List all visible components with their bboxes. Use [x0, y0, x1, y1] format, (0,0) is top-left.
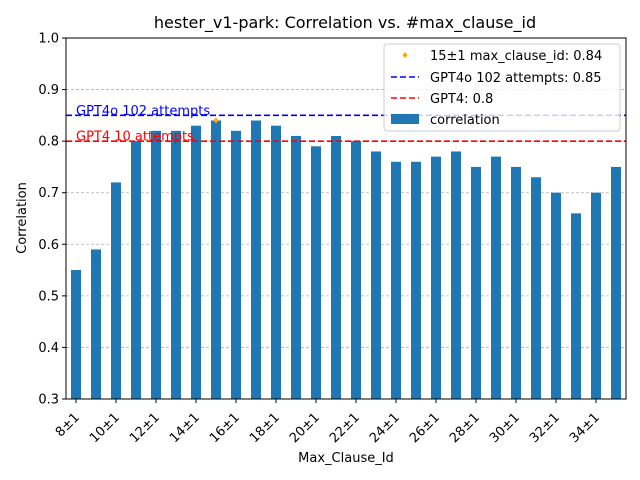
x-tick-label: 30±1 [487, 410, 523, 446]
bar [231, 130, 241, 400]
bar [251, 120, 261, 399]
bar [611, 166, 621, 399]
x-tick-label: 34±1 [567, 410, 603, 446]
legend-highlight-marker [402, 52, 408, 58]
x-axis: 8±1 10±1 12±1 14±1 16±1 18±1 20±1 22±1 24±1 26±1 2… [53, 399, 603, 446]
bar [491, 156, 501, 399]
bar [351, 141, 361, 399]
bar [591, 192, 601, 399]
highlight-group [213, 117, 219, 124]
x-tick-label: 28±1 [447, 410, 483, 446]
y-tick-label: 0.5 [38, 289, 59, 304]
bar [151, 130, 161, 400]
legend-box [383, 43, 621, 132]
bar [291, 135, 301, 399]
bar [391, 161, 401, 399]
x-tick-label: 14±1 [167, 410, 203, 446]
x-tick-label: 26±1 [407, 410, 443, 446]
y-tick-label: 0.7 [38, 186, 59, 201]
y-tick-label: 0.3 [38, 393, 59, 408]
x-axis-title: Max_Clause_Id [298, 451, 394, 466]
bar [371, 151, 381, 399]
legend-bar-label: correlation [430, 113, 500, 128]
x-tick-label: 10±1 [87, 410, 123, 446]
y-tick-label: 1.0 [38, 32, 59, 47]
x-tick-label: 18±1 [247, 410, 283, 446]
y-tick-label: 0.4 [38, 341, 59, 356]
bar [571, 213, 581, 399]
bar [191, 125, 201, 400]
bar [131, 141, 141, 399]
x-tick-label: 8±1 [53, 410, 83, 440]
plot-frame [65, 37, 627, 400]
legend-gpt4-label: GPT4: 0.8 [430, 92, 493, 107]
x-tick-label: 24±1 [367, 410, 403, 446]
y-axis-title: Correlation [15, 182, 30, 254]
y-axis: 0.3 0.4 0.5 0.6 0.7 0.8 0.9 1.0 [38, 32, 66, 408]
highlight-point [213, 117, 219, 124]
bar [271, 125, 281, 400]
bar [471, 166, 481, 399]
bar [91, 249, 101, 399]
bar [311, 146, 321, 399]
bar [551, 192, 561, 399]
bar [111, 182, 121, 399]
legend-gpt4o-label: GPT4o 102 attempts: 0.85 [430, 71, 602, 86]
bar [171, 130, 181, 400]
reference-annotation: GPT4o 102 attempts [76, 104, 210, 119]
x-tick-label: 12±1 [127, 410, 163, 446]
x-tick-label: 22±1 [327, 410, 363, 446]
bar [431, 156, 441, 399]
reference-lines: GPT4o 102 attempts GPT4 10 attempts [66, 104, 626, 145]
bar [331, 135, 341, 399]
x-tick-label: 20±1 [287, 410, 323, 446]
y-tick-label: 0.6 [38, 238, 59, 253]
bar [451, 151, 461, 399]
legend-bar-swatch [391, 114, 419, 124]
legend-highlight-label: 15±1 max_clause_id: 0.84 [430, 49, 602, 64]
bar [411, 161, 421, 399]
y-tick-label: 0.9 [38, 83, 59, 98]
x-tick-label: 16±1 [207, 410, 243, 446]
bar [531, 177, 541, 399]
legend: 15±1 max_clause_id: 0.84 GPT4o 102 attem… [383, 43, 621, 132]
bars-group [71, 120, 621, 400]
chart-title: hester_v1-park: Correlation vs. #max_cla… [154, 13, 536, 33]
x-tick-label: 32±1 [527, 410, 563, 446]
reference-annotation: GPT4 10 attempts [76, 130, 194, 145]
y-tick-label: 0.8 [38, 135, 59, 150]
bar [71, 270, 81, 399]
bar [511, 166, 521, 399]
bar [211, 120, 221, 399]
